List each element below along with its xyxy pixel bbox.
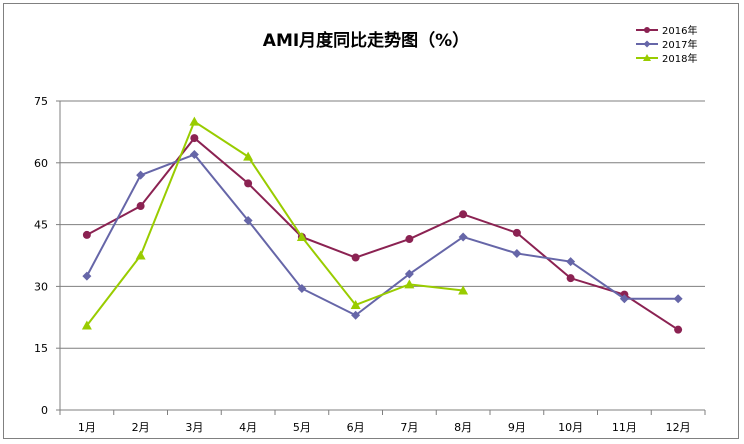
data-point (643, 54, 651, 61)
series (82, 134, 683, 334)
data-point (82, 230, 91, 239)
data-point (643, 40, 651, 48)
data-point (190, 134, 199, 143)
data-point (673, 294, 683, 304)
data-point (243, 151, 254, 161)
series (81, 116, 469, 330)
series-line (86, 120, 464, 327)
data-point (244, 179, 253, 188)
legend-label: 2018年 (662, 52, 697, 65)
data-point (405, 235, 414, 244)
x-tick-label: 2月 (132, 421, 150, 434)
data-point (135, 250, 146, 260)
data-point (458, 285, 469, 295)
x-tick-label: 3月 (185, 421, 203, 434)
y-tick-label: 75 (34, 95, 48, 108)
y-tick-label: 60 (34, 157, 48, 170)
legend-item: 2017年 (636, 38, 697, 51)
legend-item: 2016年 (636, 24, 697, 37)
data-point (296, 231, 307, 241)
data-point (189, 150, 199, 160)
data-point (136, 202, 145, 211)
data-point (297, 283, 307, 293)
y-tick-label: 15 (34, 342, 48, 355)
x-axis: 1月 2月 3月 4月 5月 6月 7月 8月 9月 10月 11月 12月 (59, 410, 706, 434)
data-point (243, 215, 253, 225)
data-point (512, 228, 521, 237)
x-tick-label: 6月 (347, 421, 365, 434)
data-point (512, 248, 522, 258)
x-tick-label: 4月 (239, 421, 257, 434)
data-point (351, 310, 361, 320)
data-point (619, 294, 629, 304)
data-point (350, 299, 361, 309)
legend-label: 2017年 (662, 38, 697, 51)
chart-title: AMI月度同比走势图（%） (263, 30, 469, 51)
y-tick-label: 45 (34, 219, 48, 232)
data-point (82, 271, 92, 281)
data-point (566, 257, 576, 267)
data-point (458, 232, 468, 242)
x-tick-label: 11月 (612, 421, 637, 434)
data-point (459, 210, 468, 219)
data-point (189, 116, 200, 126)
gridlines (60, 100, 705, 411)
data-point (136, 170, 146, 180)
data-point (351, 253, 360, 262)
x-tick-label: 12月 (666, 421, 691, 434)
data-point (674, 325, 683, 334)
series-line (85, 153, 679, 317)
chart-frame (3, 3, 739, 439)
x-tick-label: 10月 (558, 421, 583, 434)
series-group (81, 116, 683, 334)
legend-label: 2016年 (662, 24, 697, 37)
data-point (404, 269, 414, 279)
x-tick-label: 8月 (454, 421, 472, 434)
y-tick-label: 0 (41, 404, 48, 417)
y-tick-label: 30 (34, 280, 48, 293)
data-point (566, 274, 575, 283)
legend-item: 2018年 (636, 52, 697, 65)
series-line (86, 136, 679, 331)
data-point (404, 279, 415, 289)
x-tick-label: 1月 (78, 421, 96, 434)
data-point (81, 320, 92, 330)
y-axis: 0 15 30 45 60 75 (34, 95, 61, 417)
x-tick-label: 5月 (293, 421, 311, 434)
x-tick-label: 7月 (400, 421, 418, 434)
x-tick-label: 9月 (508, 421, 526, 434)
data-point (644, 27, 650, 33)
